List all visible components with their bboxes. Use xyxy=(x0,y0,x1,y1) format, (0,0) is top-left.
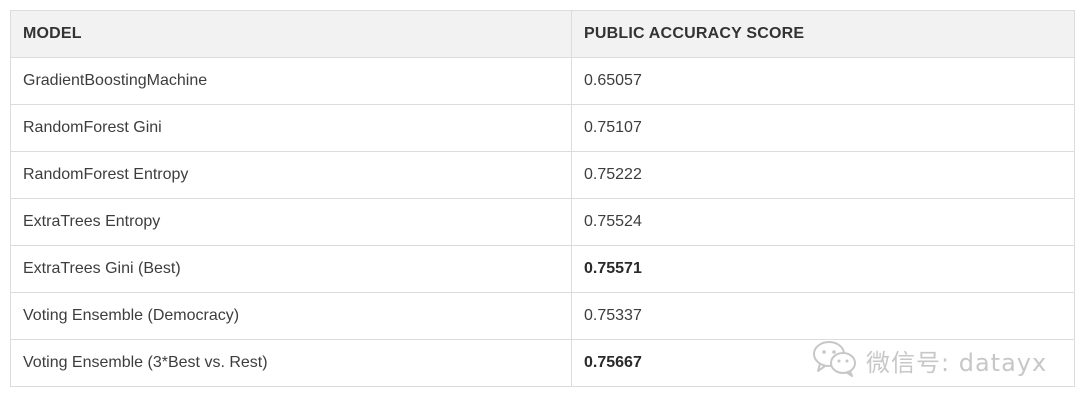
cell-score: 0.75337 xyxy=(571,292,1075,340)
table-row: Voting Ensemble (Democracy) 0.75337 xyxy=(10,292,1075,340)
cell-score: 0.65057 xyxy=(571,57,1075,105)
table-row: ExtraTrees Gini (Best) 0.75571 xyxy=(10,245,1075,293)
cell-model: GradientBoostingMachine xyxy=(10,57,572,105)
cell-model: ExtraTrees Gini (Best) xyxy=(10,245,572,293)
cell-model: RandomForest Gini xyxy=(10,104,572,152)
table-row: RandomForest Gini 0.75107 xyxy=(10,104,1075,152)
cell-score-best: 0.75667 xyxy=(571,339,1075,387)
cell-score: 0.75107 xyxy=(571,104,1075,152)
cell-score-best: 0.75571 xyxy=(571,245,1075,293)
results-table-container: MODEL PUBLIC ACCURACY SCORE GradientBoos… xyxy=(10,10,1075,387)
cell-score: 0.75222 xyxy=(571,151,1075,199)
cell-score: 0.75524 xyxy=(571,198,1075,246)
cell-model: Voting Ensemble (Democracy) xyxy=(10,292,572,340)
table-row: RandomForest Entropy 0.75222 xyxy=(10,151,1075,199)
cell-model: RandomForest Entropy xyxy=(10,151,572,199)
table-row: ExtraTrees Entropy 0.75524 xyxy=(10,198,1075,246)
header-model: MODEL xyxy=(10,10,572,58)
header-public-accuracy-score: PUBLIC ACCURACY SCORE xyxy=(571,10,1075,58)
cell-model: Voting Ensemble (3*Best vs. Rest) xyxy=(10,339,572,387)
table-row: GradientBoostingMachine 0.65057 xyxy=(10,57,1075,105)
cell-model: ExtraTrees Entropy xyxy=(10,198,572,246)
table-header-row: MODEL PUBLIC ACCURACY SCORE xyxy=(10,10,1075,58)
table-row: Voting Ensemble (3*Best vs. Rest) 0.7566… xyxy=(10,339,1075,387)
results-table: MODEL PUBLIC ACCURACY SCORE GradientBoos… xyxy=(10,10,1075,387)
